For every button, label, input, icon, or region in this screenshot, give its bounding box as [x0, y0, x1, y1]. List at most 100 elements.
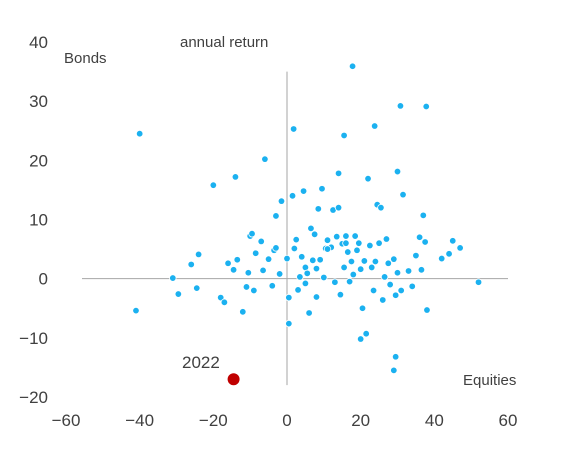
- data-point: [248, 229, 256, 238]
- data-point: [229, 266, 238, 274]
- data-point: [445, 250, 453, 258]
- data-point: [320, 273, 328, 282]
- data-point: [345, 277, 354, 286]
- data-point: [283, 254, 291, 263]
- data-point: [371, 257, 380, 266]
- y-tick-label: 30: [29, 92, 48, 111]
- data-point: [342, 232, 350, 240]
- data-point: [347, 257, 356, 266]
- data-point: [348, 62, 357, 70]
- data-point: [316, 256, 324, 264]
- data-point: [251, 249, 260, 257]
- x-tick-label: 20: [351, 411, 370, 430]
- x-tick-label: −40: [125, 411, 154, 430]
- data-point: [132, 306, 140, 315]
- data-point: [386, 280, 394, 289]
- data-point: [264, 255, 273, 263]
- data-point: [393, 269, 402, 277]
- data-point: [299, 187, 308, 195]
- data-point: [438, 254, 446, 263]
- data-points: [132, 62, 483, 387]
- data-point: [379, 296, 387, 304]
- data-point: [318, 185, 326, 193]
- data-point: [135, 130, 144, 138]
- data-point: [404, 267, 413, 275]
- data-point: [355, 239, 363, 247]
- data-point: [220, 298, 229, 307]
- data-point: [275, 270, 284, 278]
- data-point: [368, 263, 376, 272]
- data-point: [314, 205, 323, 213]
- highlight-label: 2022: [182, 353, 220, 372]
- data-point: [310, 230, 319, 238]
- data-point: [288, 192, 297, 200]
- data-point: [312, 293, 321, 301]
- data-point: [340, 131, 348, 140]
- data-point: [391, 291, 400, 299]
- data-point: [390, 366, 398, 375]
- chart-title: annual return: [180, 34, 268, 51]
- data-point: [169, 274, 177, 282]
- x-tick-label: −20: [199, 411, 228, 430]
- data-point: [294, 286, 302, 294]
- data-point: [351, 232, 359, 240]
- y-tick-label: 10: [29, 211, 48, 230]
- data-point: [193, 284, 201, 292]
- data-point: [268, 282, 276, 290]
- data-point: [356, 335, 365, 343]
- data-point: [285, 293, 293, 302]
- data-point: [340, 263, 348, 272]
- data-point: [380, 273, 389, 281]
- x-tick-label: −60: [52, 411, 81, 430]
- data-point: [323, 245, 332, 253]
- data-point: [334, 203, 343, 212]
- data-point: [377, 203, 385, 212]
- data-point: [303, 269, 311, 278]
- data-point: [390, 255, 398, 263]
- data-point: [298, 253, 306, 261]
- data-point: [382, 235, 391, 243]
- data-point: [384, 259, 392, 267]
- data-point: [261, 155, 269, 163]
- data-point: [397, 286, 405, 295]
- data-point: [362, 329, 370, 338]
- x-axis-label: Equities: [463, 372, 516, 389]
- data-point: [412, 251, 420, 260]
- data-point: [323, 236, 332, 244]
- data-point: [364, 174, 372, 183]
- data-point: [244, 269, 253, 277]
- data-point: [272, 244, 280, 252]
- x-tick-label: 40: [425, 411, 444, 430]
- data-point: [358, 304, 367, 312]
- data-point: [421, 238, 429, 246]
- data-point: [277, 197, 286, 205]
- data-point: [342, 239, 350, 247]
- data-point: [250, 286, 258, 295]
- x-tick-label: 0: [282, 411, 291, 430]
- data-point: [396, 102, 405, 110]
- axes: [82, 71, 508, 386]
- data-point: [231, 173, 240, 181]
- y-tick-label: 40: [29, 33, 48, 52]
- data-point: [331, 278, 339, 286]
- data-point: [360, 257, 369, 265]
- data-point: [334, 169, 343, 178]
- data-point: [393, 167, 402, 176]
- data-point: [344, 248, 352, 256]
- data-point: [474, 278, 483, 286]
- data-point: [456, 244, 464, 252]
- data-point: [336, 290, 345, 299]
- data-point: [312, 264, 321, 273]
- data-point: [415, 233, 424, 241]
- data-point: [408, 282, 416, 291]
- data-point: [307, 224, 315, 233]
- data-point: [449, 237, 457, 245]
- y-axis-label: Bonds: [64, 50, 107, 67]
- y-tick-label: −20: [19, 388, 48, 407]
- data-point: [375, 239, 383, 247]
- data-point: [292, 235, 300, 244]
- data-point: [272, 212, 280, 220]
- data-point: [296, 273, 304, 281]
- y-tick-label: 0: [39, 270, 48, 289]
